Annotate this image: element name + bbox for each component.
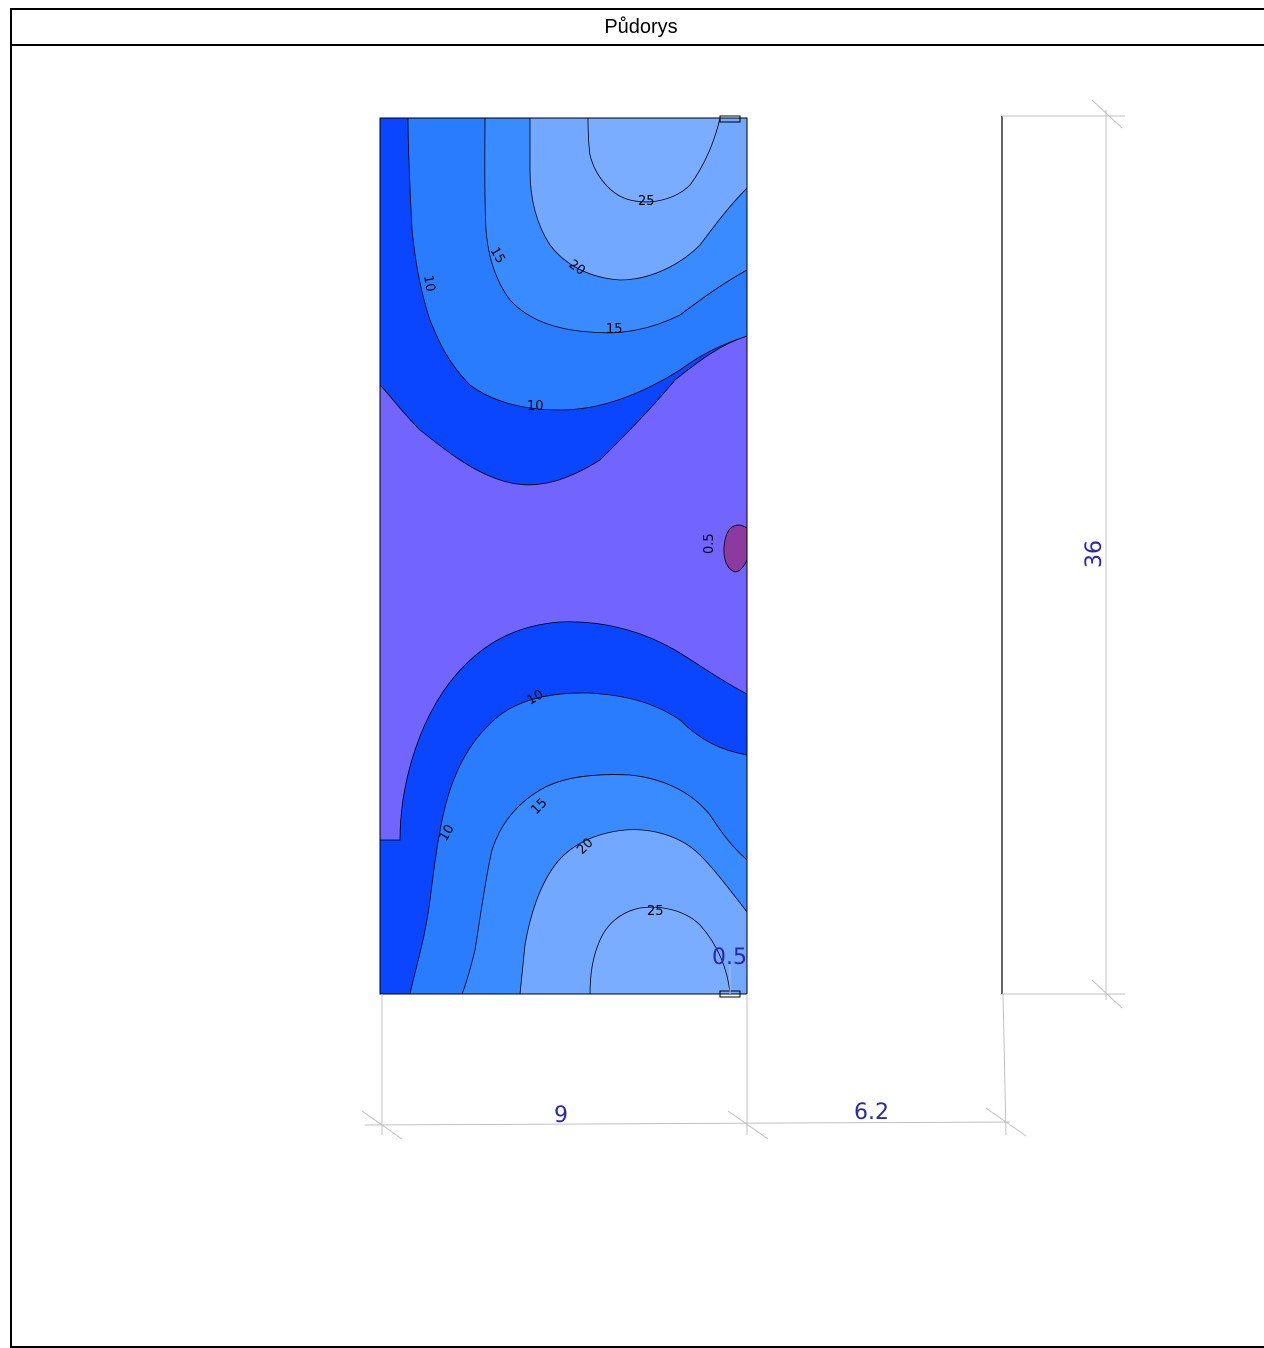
contour-label: 10 bbox=[436, 822, 457, 844]
dimension-corner-label: 0.5 bbox=[712, 945, 747, 970]
dimension-height-label: 36 bbox=[1082, 540, 1107, 568]
contour-label: 15 bbox=[487, 245, 508, 267]
dimension-gap-label: 6.2 bbox=[854, 1100, 889, 1125]
horizontal-dimension bbox=[361, 993, 1027, 1140]
title-bar: Půdorys bbox=[10, 8, 1264, 46]
contour-label: 10 bbox=[527, 399, 544, 414]
contour-label: 10 bbox=[420, 274, 438, 293]
page-title: Půdorys bbox=[604, 15, 678, 38]
hotspot-region bbox=[723, 524, 747, 573]
contour-label: 25 bbox=[638, 194, 655, 209]
contour-label: 15 bbox=[606, 322, 623, 337]
vertical-dimension bbox=[1001, 99, 1125, 1009]
band-bottom-gt25 bbox=[589, 906, 731, 994]
slab-outline bbox=[379, 117, 748, 995]
contour-label: 25 bbox=[647, 904, 664, 919]
contour-label: 10 bbox=[525, 687, 547, 708]
contour-label: 0.5 bbox=[702, 533, 717, 554]
support-marker-top bbox=[719, 115, 741, 123]
band-top-gt25 bbox=[587, 118, 721, 203]
contour-plot bbox=[380, 118, 747, 994]
dimension-width-label: 9 bbox=[554, 1103, 568, 1128]
